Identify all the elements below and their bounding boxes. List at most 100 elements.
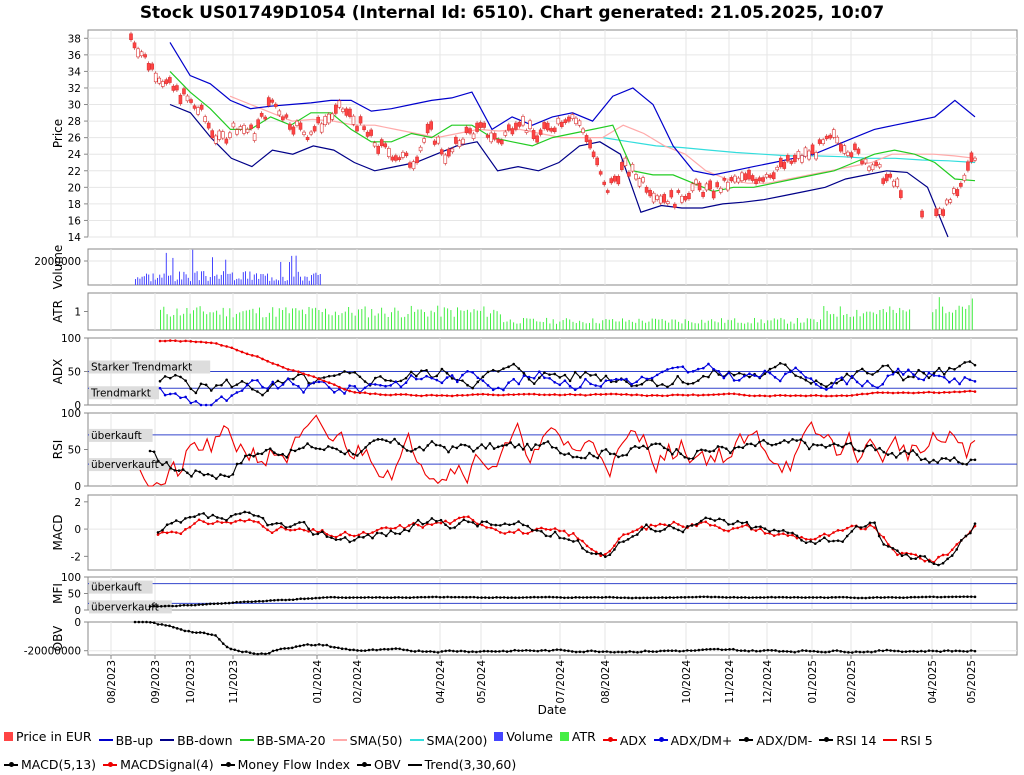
legend-label: Money Flow Index xyxy=(237,757,350,772)
price-candle xyxy=(309,131,313,135)
price-candle xyxy=(528,120,532,130)
series-adx-dm-plus-point xyxy=(778,379,782,383)
atr-bar xyxy=(793,323,795,330)
series-rsi14-point xyxy=(534,443,537,446)
series-macd-point xyxy=(521,523,525,527)
series-macd-point xyxy=(941,561,945,565)
series-adx-point xyxy=(676,393,680,397)
series-adx-point xyxy=(645,394,649,398)
series-adx-point xyxy=(594,392,597,396)
legend-item: SMA(200) xyxy=(409,730,487,751)
series-adx-dm-plus-point xyxy=(158,386,162,390)
series-macd-signal-point xyxy=(677,523,680,526)
series-rsi14-point xyxy=(530,448,533,452)
panel-frame-price xyxy=(87,29,1018,238)
series-rsi14-point xyxy=(343,452,347,456)
series-adx-dm-plus-point xyxy=(266,387,269,390)
series-obv-point xyxy=(785,650,789,653)
series-adx-dm-minus-point xyxy=(266,389,269,392)
series-rsi14-point xyxy=(952,456,956,459)
series-mfi-point xyxy=(374,596,378,599)
price-candle xyxy=(962,174,967,181)
atr-bar xyxy=(410,305,412,330)
series-adx-point xyxy=(968,389,972,393)
price-candle xyxy=(492,133,497,140)
series-macd-point xyxy=(809,540,812,543)
legend-label: ADX/DM+ xyxy=(670,732,733,748)
panel-frame-atr xyxy=(87,292,1018,331)
series-adx-point xyxy=(686,393,690,397)
volume-bar xyxy=(207,280,209,285)
legend-label: MACDSignal(4) xyxy=(120,757,214,772)
series-adx-dm-plus-point xyxy=(948,380,951,384)
price-candle xyxy=(323,116,328,125)
series-mfi-point xyxy=(676,596,679,599)
series-adx-dm-plus-point xyxy=(373,383,377,386)
series-rsi14-point xyxy=(186,471,189,475)
price-candle xyxy=(853,143,857,151)
price-candle xyxy=(372,142,377,147)
series-rsi14-point xyxy=(807,447,811,451)
series-adx-point xyxy=(235,348,239,352)
atr-bar xyxy=(186,307,188,330)
series-rsi14-point xyxy=(173,469,177,472)
series-mfi-point xyxy=(412,596,415,599)
series-adx-dm-plus-point xyxy=(440,381,444,385)
price-candle xyxy=(895,178,900,187)
series-adx-dm-minus-point xyxy=(291,377,295,381)
price-candle xyxy=(934,208,938,217)
series-mfi-point xyxy=(378,596,382,599)
series-macd-signal-point xyxy=(946,553,949,557)
series-mfi-point xyxy=(355,596,359,599)
series-macd-signal-point xyxy=(206,522,210,526)
series-obv-point xyxy=(532,649,536,653)
price-candle xyxy=(535,135,539,143)
price-candle xyxy=(595,157,599,166)
atr-bar xyxy=(615,321,617,330)
series-obv-point xyxy=(812,649,816,653)
series-rsi14-point xyxy=(223,474,226,478)
price-candle xyxy=(362,126,366,131)
series-mfi-point xyxy=(257,599,261,603)
series-macd-point xyxy=(663,528,666,531)
series-adx-dm-plus-point xyxy=(881,382,885,386)
series-macd-signal-point xyxy=(489,526,493,530)
series-macd-signal-point xyxy=(357,533,361,537)
atr-bar xyxy=(358,309,359,330)
series-adx-point xyxy=(384,393,387,397)
atr-bar xyxy=(734,318,736,330)
series-macd-signal-point xyxy=(950,548,954,552)
atr-bar xyxy=(364,306,366,330)
series-macd-signal-point xyxy=(841,529,844,532)
series-macd-signal-point xyxy=(708,523,712,527)
series-adx-point xyxy=(404,393,408,396)
price-candle xyxy=(609,178,614,184)
series-rsi14-point xyxy=(306,442,309,445)
series-adx-point xyxy=(707,393,710,397)
series-adx-dm-minus-point xyxy=(604,374,608,378)
series-adx-point xyxy=(896,391,900,395)
series-adx-dm-plus-point xyxy=(630,382,633,386)
price-candle xyxy=(757,177,762,182)
series-obv-point xyxy=(141,620,144,624)
price-candle xyxy=(669,190,674,198)
atr-bar xyxy=(572,321,574,330)
series-macd-signal-point xyxy=(791,533,794,537)
price-candle xyxy=(344,108,349,116)
series-rsi14-point xyxy=(467,445,471,448)
series-rsi14-point xyxy=(463,443,467,447)
series-obv-point xyxy=(674,649,678,652)
series-mfi-point xyxy=(457,595,461,599)
series-obv-point xyxy=(187,629,190,633)
series-macd-signal-point xyxy=(882,535,886,539)
series-obv-point xyxy=(655,650,658,653)
atr-bar xyxy=(466,309,468,330)
series-adx-dm-minus-point xyxy=(373,376,377,380)
price-candle xyxy=(213,135,218,144)
series-rsi14-point xyxy=(695,449,699,453)
price-candle xyxy=(835,136,840,144)
legend-swatch xyxy=(356,761,371,767)
x-tick-label: 10/2024 xyxy=(681,660,693,704)
price-candle xyxy=(139,51,144,57)
series-macd-signal-point xyxy=(631,530,634,533)
